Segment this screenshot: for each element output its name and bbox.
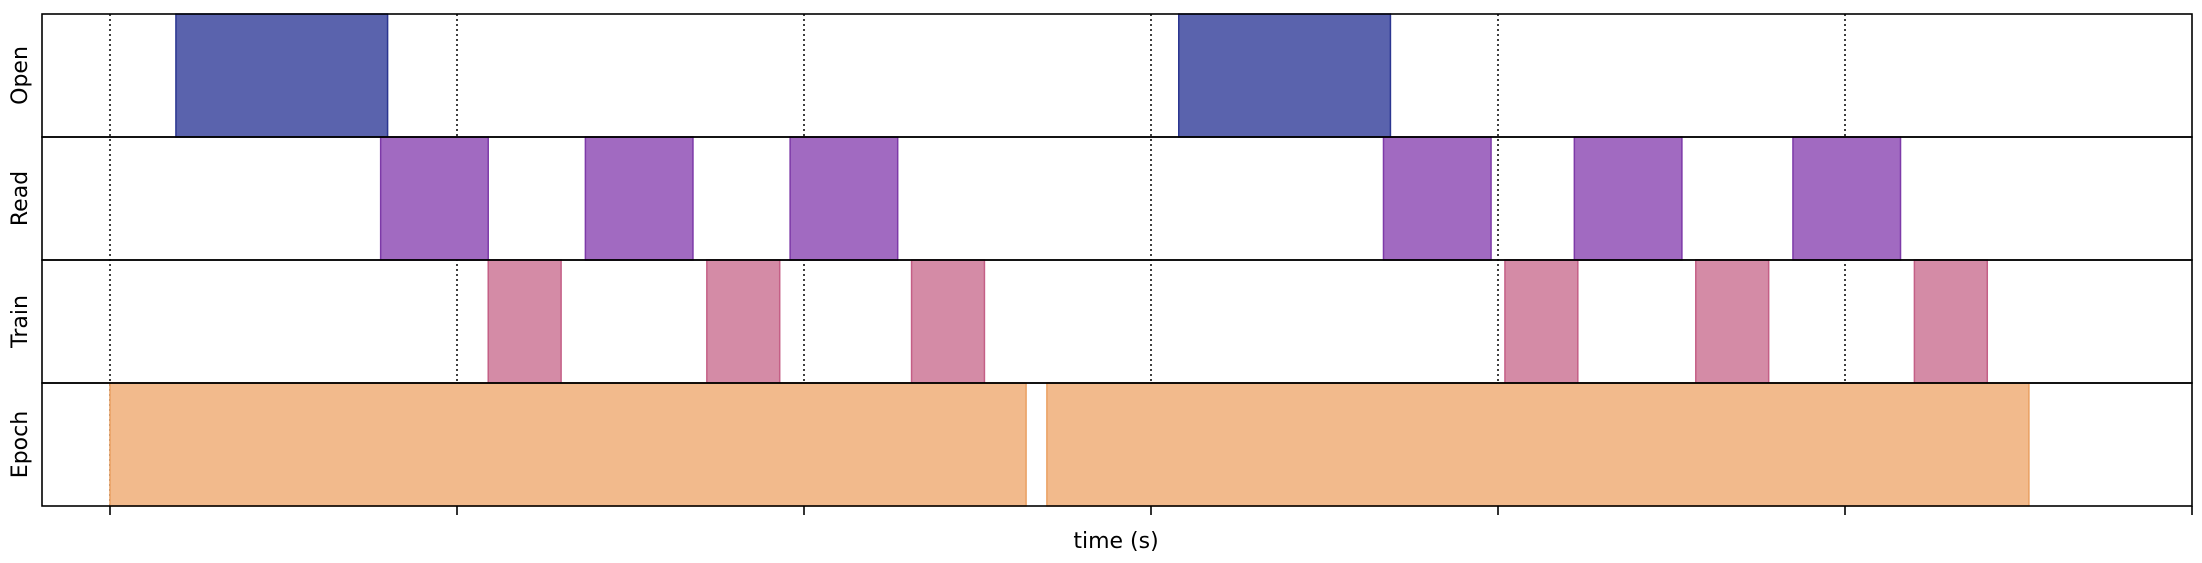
interval-bar-train bbox=[910, 259, 986, 384]
row-label-open: Open bbox=[8, 46, 33, 105]
interval-bar-read bbox=[789, 136, 899, 261]
interval-bar-train bbox=[487, 259, 562, 384]
row-frame bbox=[41, 382, 2193, 507]
interval-bar-train bbox=[1695, 259, 1770, 384]
row-label-read: Read bbox=[8, 171, 33, 226]
row-frame bbox=[41, 259, 2193, 384]
row-labels: Open Read Train Epoch bbox=[8, 46, 33, 478]
x-axis-title: time (s) bbox=[1073, 529, 1158, 554]
interval-bar-epoch bbox=[1046, 382, 2030, 507]
row-label-epoch: Epoch bbox=[8, 411, 33, 478]
x-axis-ticks bbox=[109, 506, 2193, 515]
interval-bar-open bbox=[175, 13, 389, 138]
interval-bar-read bbox=[584, 136, 694, 261]
row-frames bbox=[41, 13, 2193, 507]
interval-bars bbox=[109, 13, 2030, 507]
interval-bar-train bbox=[1504, 259, 1579, 384]
interval-bar-open bbox=[1178, 13, 1392, 138]
interval-bar-train bbox=[706, 259, 781, 384]
interval-bar-train bbox=[1913, 259, 1989, 384]
interval-bar-read bbox=[379, 136, 489, 261]
interval-bar-read bbox=[1792, 136, 1902, 261]
interval-bar-read bbox=[1573, 136, 1683, 261]
interval-bar-read bbox=[1382, 136, 1492, 261]
interval-bar-epoch bbox=[109, 382, 1027, 507]
row-label-train: Train bbox=[8, 295, 33, 349]
